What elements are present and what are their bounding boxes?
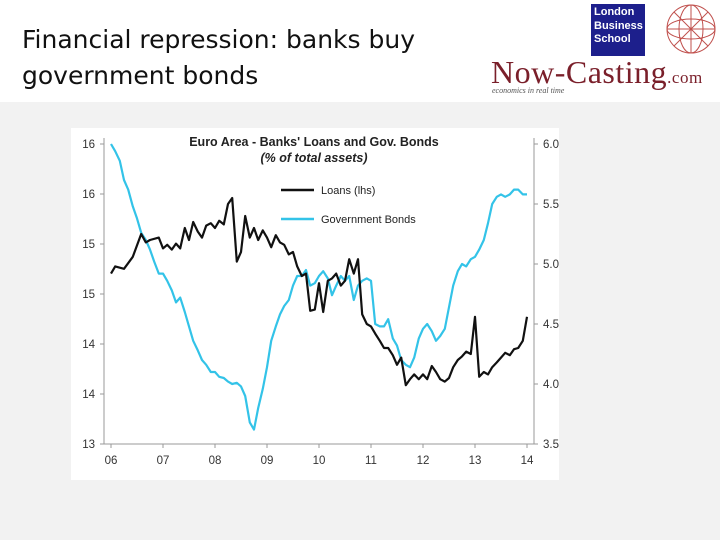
right-axis-tick-label: 6.0 <box>543 139 559 151</box>
right-axis-tick-label: 3.5 <box>543 439 559 451</box>
right-axis-tick-label: 5.5 <box>543 199 559 211</box>
legend-label-loans: Loans (lhs) <box>321 185 375 197</box>
left-axis-tick-label: 15 <box>82 289 95 301</box>
left-axis-tick-label: 13 <box>82 439 95 451</box>
series-line-government-bonds <box>110 143 527 431</box>
series-line-loans <box>110 196 529 387</box>
chart-svg: Euro Area - Banks' Loans and Gov. Bonds … <box>82 135 559 467</box>
globe-icon <box>666 4 716 54</box>
x-axis-tick-label: 11 <box>365 455 377 467</box>
left-axis-tick-label: 16 <box>82 189 95 201</box>
left-axis-tick-label: 15 <box>82 239 95 251</box>
right-axis-tick-label: 5.0 <box>543 259 559 271</box>
lbs-logo-line: London <box>594 6 635 18</box>
nowcasting-tagline: economics in real time <box>492 86 565 95</box>
left-axis-tick-label: 14 <box>82 339 95 351</box>
lbs-logo-line: Business <box>594 19 643 32</box>
x-axis-tick-label: 07 <box>157 455 170 467</box>
x-axis-tick-label: 06 <box>105 455 118 467</box>
chart-panel: Euro Area - Banks' Loans and Gov. Bonds … <box>71 128 559 480</box>
x-axis-tick-label: 10 <box>313 455 326 467</box>
x-axis-tick-label: 13 <box>469 455 482 467</box>
x-axis-tick-label: 08 <box>209 455 222 467</box>
nowcasting-wordmark: Now-Casting <box>491 54 668 90</box>
chart-subtitle: (% of total assets) <box>261 151 368 165</box>
x-axis-tick-label: 12 <box>417 455 430 467</box>
x-axis-tick-label: 14 <box>521 455 534 467</box>
lbs-logo[interactable]: London Business School <box>591 4 645 56</box>
nowcasting-dotcom: .com <box>667 68 703 87</box>
chart-title: Euro Area - Banks' Loans and Gov. Bonds <box>189 135 439 149</box>
nowcasting-logo[interactable]: Now-Casting.com <box>491 54 703 91</box>
left-axis-tick-label: 14 <box>82 389 95 401</box>
legend-label-government-bonds: Government Bonds <box>321 214 416 226</box>
left-axis-tick-label: 16 <box>82 139 95 151</box>
slide-title: Financial repression: banks buy governme… <box>22 25 416 90</box>
right-axis-tick-label: 4.5 <box>543 319 559 331</box>
lbs-logo-line: School <box>594 33 631 45</box>
x-axis-tick-label: 09 <box>261 455 274 467</box>
right-axis-tick-label: 4.0 <box>543 379 559 391</box>
